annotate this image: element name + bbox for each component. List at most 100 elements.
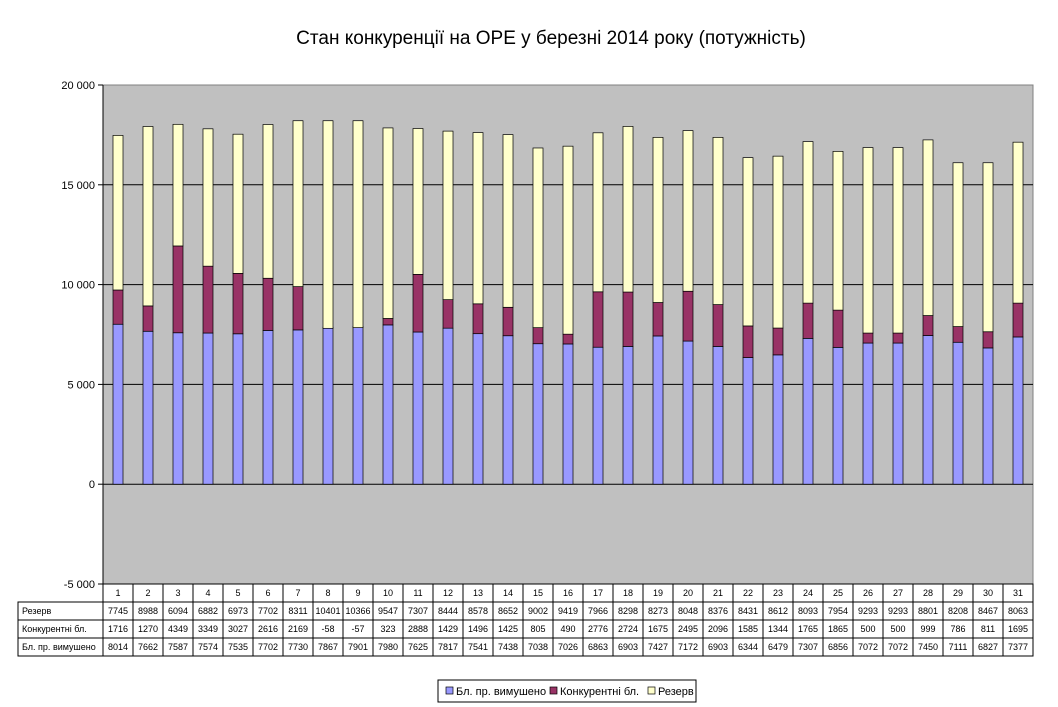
bar-s2-14 <box>502 134 514 308</box>
data-label-s0-15: 7038 <box>528 642 548 652</box>
bar-s1-26 <box>862 332 874 344</box>
bar-s1-28 <box>922 315 934 336</box>
data-label-s1-25: 1865 <box>828 624 848 634</box>
x-tick-label-2: 2 <box>145 588 150 598</box>
bar-s2-22 <box>742 157 754 327</box>
data-label-s2-1: 7745 <box>108 606 128 616</box>
data-label-s0-30: 6827 <box>978 642 998 652</box>
data-label-s1-16: 490 <box>560 624 575 634</box>
bar-s2-20 <box>682 130 694 292</box>
bar-s2-16 <box>562 145 574 335</box>
bar-s0-26 <box>862 342 874 485</box>
data-label-s2-19: 8273 <box>648 606 668 616</box>
x-tick-label-22: 22 <box>743 588 753 598</box>
bar-s0-30 <box>982 347 994 485</box>
data-label-s2-8: 10401 <box>315 606 340 616</box>
bar-s0-3 <box>172 332 184 485</box>
data-label-s2-12: 8444 <box>438 606 458 616</box>
legend-box <box>437 679 697 703</box>
data-label-s2-14: 8652 <box>498 606 518 616</box>
data-label-s1-12: 1429 <box>438 624 458 634</box>
legend-swatch-1 <box>549 686 558 695</box>
data-label-s0-20: 7172 <box>678 642 698 652</box>
data-label-s0-19: 7427 <box>648 642 668 652</box>
data-label-s0-29: 7111 <box>949 642 968 652</box>
data-label-s2-20: 8048 <box>678 606 698 616</box>
data-label-s0-12: 7817 <box>438 642 458 652</box>
bar-s1-15 <box>532 327 544 345</box>
legend-entry-0: Бл. пр. вимушено <box>456 686 546 698</box>
bar-s1-19 <box>652 302 664 337</box>
bar-s1-1 <box>112 289 124 325</box>
data-label-s1-18: 2724 <box>618 624 638 634</box>
bar-s1-22 <box>742 325 754 358</box>
data-label-s2-5: 6973 <box>228 606 248 616</box>
x-tick-label-19: 19 <box>653 588 663 598</box>
data-label-s0-21: 6903 <box>708 642 728 652</box>
bar-s1-4 <box>202 265 214 334</box>
bar-s2-27 <box>892 147 904 334</box>
x-tick-label-30: 30 <box>983 588 993 598</box>
bar-s1-18 <box>622 291 634 347</box>
y-tick-label-3: 10 000 <box>61 280 95 292</box>
x-tick-label-11: 11 <box>413 588 422 598</box>
data-label-s0-6: 7702 <box>258 642 278 652</box>
x-tick-label-15: 15 <box>533 588 543 598</box>
x-tick-label-1: 1 <box>115 588 120 598</box>
data-label-s0-23: 6479 <box>768 642 788 652</box>
data-label-s0-8: 7867 <box>318 642 338 652</box>
data-label-s0-13: 7541 <box>468 642 488 652</box>
bar-s2-3 <box>172 123 184 247</box>
data-label-s2-7: 8311 <box>288 606 307 616</box>
x-tick-label-7: 7 <box>295 588 300 598</box>
data-label-s1-3: 4349 <box>168 624 188 634</box>
data-label-s2-30: 8467 <box>978 606 998 616</box>
bar-s1-24 <box>802 302 814 339</box>
data-label-s1-27: 500 <box>890 624 905 634</box>
data-label-s0-26: 7072 <box>858 642 878 652</box>
bar-s2-11 <box>412 128 424 275</box>
data-label-s2-26: 9293 <box>858 606 878 616</box>
bar-s0-20 <box>682 340 694 485</box>
data-label-s1-21: 2096 <box>708 624 728 634</box>
data-label-s2-10: 9547 <box>378 606 398 616</box>
bar-s1-13 <box>472 303 484 335</box>
x-tick-label-5: 5 <box>235 588 240 598</box>
bar-s0-14 <box>502 335 514 485</box>
x-tick-label-29: 29 <box>953 588 963 598</box>
bar-s0-19 <box>652 335 664 485</box>
x-tick-label-26: 26 <box>863 588 873 598</box>
bar-s2-12 <box>442 130 454 300</box>
bar-s1-10 <box>382 318 394 326</box>
data-label-s0-17: 6863 <box>588 642 608 652</box>
x-tick-label-12: 12 <box>443 588 453 598</box>
bar-s0-31 <box>1012 336 1024 485</box>
x-tick-label-18: 18 <box>623 588 633 598</box>
data-label-s0-14: 7438 <box>498 642 518 652</box>
bar-s1-27 <box>892 332 904 344</box>
data-label-s1-13: 1496 <box>468 624 488 634</box>
data-label-s0-25: 6856 <box>828 642 848 652</box>
bar-s0-12 <box>442 327 454 485</box>
bar-s0-1 <box>112 323 124 485</box>
x-tick-label-9: 9 <box>355 588 360 598</box>
data-label-s2-23: 8612 <box>768 606 788 616</box>
data-label-s1-29: 786 <box>950 624 965 634</box>
bar-s2-15 <box>532 147 544 329</box>
bar-s0-29 <box>952 341 964 485</box>
data-label-s2-16: 9419 <box>558 606 578 616</box>
data-label-s2-25: 7954 <box>828 606 848 616</box>
bar-s2-5 <box>232 133 244 274</box>
table-row-label-0: Резерв <box>22 606 51 616</box>
x-tick-label-10: 10 <box>383 588 393 598</box>
bar-s2-31 <box>1012 141 1024 304</box>
data-label-s1-11: 2888 <box>408 624 428 634</box>
y-tick-label-1: 0 <box>89 479 95 491</box>
data-label-s1-19: 1675 <box>648 624 668 634</box>
data-label-s0-22: 6344 <box>738 642 758 652</box>
data-label-s0-31: 7377 <box>1008 642 1028 652</box>
bar-s2-30 <box>982 162 994 333</box>
bar-s1-17 <box>592 291 604 348</box>
data-label-s1-26: 500 <box>860 624 875 634</box>
